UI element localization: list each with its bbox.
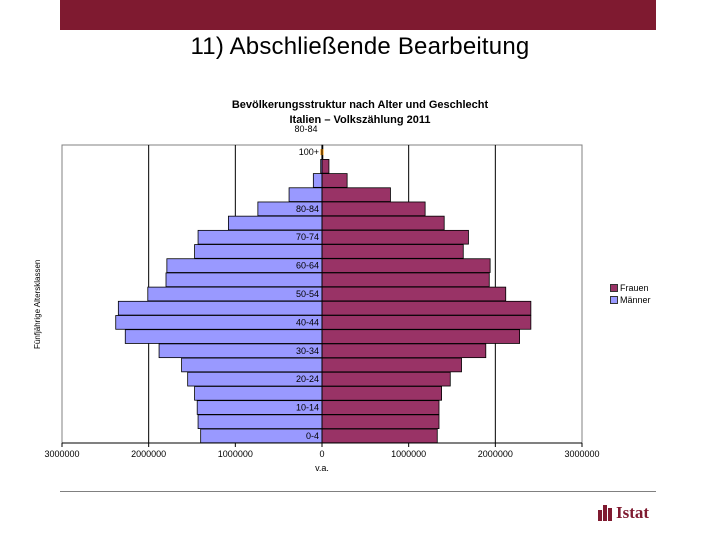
legend-label-maenner: Männer: [620, 295, 651, 305]
bar-frauen: [321, 173, 348, 188]
x-tick-label: 1000000: [391, 449, 426, 459]
bar-frauen: [321, 343, 487, 359]
floating-category-label: 80-84: [294, 124, 318, 134]
bar-frauen: [321, 286, 507, 302]
istat-logo-text: Istat: [616, 503, 650, 522]
category-label: 100+: [299, 147, 319, 157]
bar-maenner: [181, 357, 323, 373]
chart-title: Bevölkerungsstruktur nach Alter und Gesc…: [160, 98, 560, 128]
category-label: 40-44: [296, 317, 319, 327]
bar-maenner: [312, 173, 323, 188]
chart-title-line-1: Bevölkerungsstruktur nach Alter und Gesc…: [231, 99, 489, 111]
legend-swatch-maenner: [610, 296, 618, 304]
bar-maenner: [288, 187, 323, 202]
bar-frauen: [321, 258, 491, 273]
chart-title-line-2: Italien – Volkszählung 2011: [289, 114, 431, 126]
bar-maenner: [194, 386, 323, 401]
x-tick-label: 1000000: [218, 449, 253, 459]
bar-frauen: [321, 386, 442, 401]
bar-frauen: [321, 187, 391, 202]
x-tick-label: 0: [319, 449, 324, 459]
bar-maenner: [117, 300, 323, 316]
header-bar: [60, 0, 656, 30]
bar-maenner: [165, 272, 323, 288]
bar-frauen: [321, 229, 469, 245]
bar-frauen: [321, 371, 451, 387]
bar-frauen: [321, 272, 490, 288]
bar-frauen: [321, 315, 532, 330]
bar-frauen: [321, 414, 440, 429]
bar-maenner: [227, 215, 323, 231]
x-tick-label: 3000000: [564, 449, 599, 459]
category-label: 20-24: [296, 374, 319, 384]
category-label: 30-34: [296, 346, 319, 356]
legend-swatch-frauen: [610, 284, 618, 292]
category-label: 80-84: [296, 204, 319, 214]
bar-frauen: [321, 329, 521, 344]
bar-frauen: [321, 201, 426, 217]
bar-frauen: [321, 244, 464, 259]
bar-frauen: [321, 357, 462, 373]
bar-frauen: [321, 300, 532, 316]
bar-frauen: [321, 428, 438, 444]
x-tick-label: 3000000: [44, 449, 79, 459]
bar-maenner: [115, 315, 323, 330]
bar-maenner: [200, 428, 323, 444]
legend-label-frauen: Frauen: [620, 283, 649, 293]
legend: Frauen Männer: [610, 282, 651, 306]
x-axis-label: v.a.: [315, 463, 329, 473]
bar-frauen: [321, 215, 445, 231]
slide-title: 11) Abschließende Bearbeitung: [190, 33, 530, 60]
legend-item-maenner: Männer: [610, 294, 651, 306]
footer-divider: [60, 491, 656, 492]
category-label: 50-54: [296, 289, 319, 299]
category-label: 60-64: [296, 261, 319, 271]
x-tick-label: 2000000: [478, 449, 513, 459]
bar-maenner: [194, 244, 323, 259]
istat-logo-mark-icon: [598, 505, 613, 521]
istat-logo: Istat: [598, 503, 649, 523]
bar-frauen: [321, 400, 440, 415]
category-label: 10-14: [296, 403, 319, 413]
bar-maenner: [197, 414, 323, 429]
legend-item-frauen: Frauen: [610, 282, 651, 294]
x-tick-label: 2000000: [131, 449, 166, 459]
bar-frauen: [321, 159, 330, 174]
category-label: 0-4: [306, 431, 319, 441]
category-label: 70-74: [296, 232, 319, 242]
bar-maenner: [124, 329, 323, 344]
